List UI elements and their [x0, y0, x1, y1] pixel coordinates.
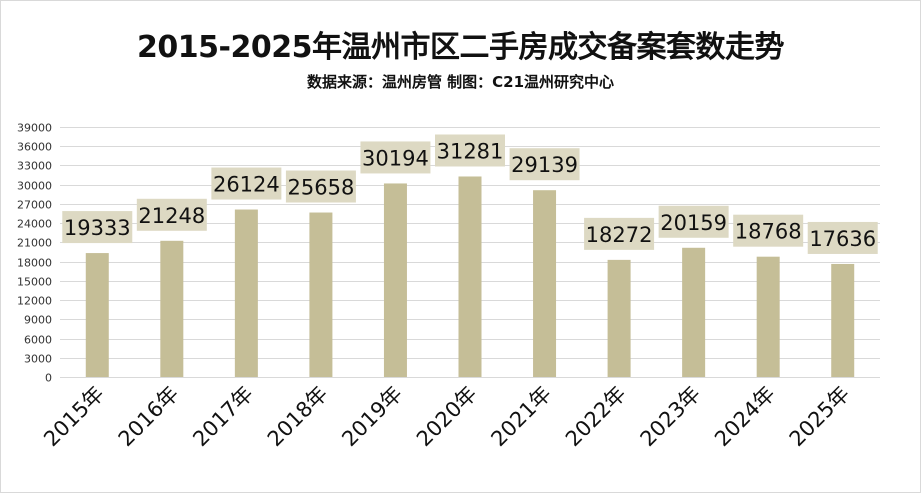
data-label-background: [136, 198, 207, 231]
bars: [85, 176, 855, 377]
data-label: 17636: [809, 227, 876, 251]
data-label-background: [658, 205, 729, 238]
y-tick-label: 6000: [24, 334, 52, 347]
y-tick-label: 24000: [17, 218, 52, 231]
y-tick-label: 9000: [24, 314, 52, 327]
x-tick-label: 2020年: [412, 382, 482, 452]
x-tick-label: 2017年: [188, 382, 258, 452]
y-tick-label: 3000: [24, 353, 52, 366]
data-label: 30194: [362, 146, 429, 170]
data-label-background: [62, 211, 133, 244]
y-tick-label: 18000: [17, 257, 52, 270]
data-label: 25658: [288, 176, 355, 200]
data-label-background: [435, 134, 505, 167]
bar: [607, 259, 631, 377]
chart-subtitle: 数据来源：温州房管 制图：C21温州研究中心: [306, 73, 615, 91]
x-tick-label: 2023年: [636, 382, 706, 452]
x-tick-label: 2019年: [337, 382, 407, 452]
data-label: 21248: [138, 204, 205, 228]
bar: [682, 247, 706, 377]
bar: [831, 263, 855, 377]
x-tick-label: 2025年: [785, 382, 855, 452]
data-label: 19333: [64, 216, 131, 240]
bar: [85, 253, 109, 377]
x-axis-ticks: 2015年 2016年 2017年 2018年 2019年 2020年 2021年 2022年…: [39, 382, 854, 452]
data-label: 31281: [437, 139, 504, 163]
data-label-background: [509, 148, 580, 181]
data-label: 26124: [213, 173, 280, 197]
bar: [309, 212, 333, 377]
y-tick-label: 36000: [17, 141, 52, 154]
bar: [234, 209, 258, 377]
bar: [458, 176, 482, 377]
data-label-background: [584, 217, 655, 250]
y-tick-label: 15000: [17, 276, 52, 289]
y-axis-ticks: 0 3000 6000 9000 12000 15000 18000 21000 24000 27…: [17, 122, 52, 385]
data-label-background: [807, 221, 878, 254]
data-label: 20159: [660, 211, 727, 235]
x-tick-label: 2021年: [486, 382, 556, 452]
y-tick-label: 30000: [17, 180, 52, 193]
y-tick-label: 0: [45, 372, 52, 385]
y-tick-label: 27000: [17, 199, 52, 212]
data-labels: 19333 21248 26124 25658 30194 31281 29139 18272…: [62, 134, 878, 254]
bar: [160, 240, 184, 377]
x-tick-label: 2024年: [710, 382, 780, 452]
x-tick-label: 2018年: [263, 382, 333, 452]
y-tick-label: 33000: [17, 160, 52, 173]
data-label-background: [285, 170, 356, 203]
data-label-background: [360, 141, 431, 174]
data-label: 29139: [511, 153, 578, 177]
y-tick-label: 39000: [17, 122, 52, 135]
data-label-background: [211, 167, 282, 200]
bar: [756, 256, 780, 377]
data-label: 18768: [735, 220, 802, 244]
x-tick-label: 2022年: [561, 382, 631, 452]
bar: [383, 183, 407, 377]
bar: [533, 190, 557, 377]
x-tick-label: 2016年: [114, 382, 184, 452]
data-label-background: [733, 214, 804, 247]
y-tick-label: 21000: [17, 237, 52, 250]
chart-title: 2015-2025年温州市区二手房成交备案套数走势: [137, 30, 784, 65]
x-tick-label: 2015年: [39, 382, 109, 452]
y-tick-label: 12000: [17, 295, 52, 308]
data-label: 18272: [586, 223, 653, 247]
